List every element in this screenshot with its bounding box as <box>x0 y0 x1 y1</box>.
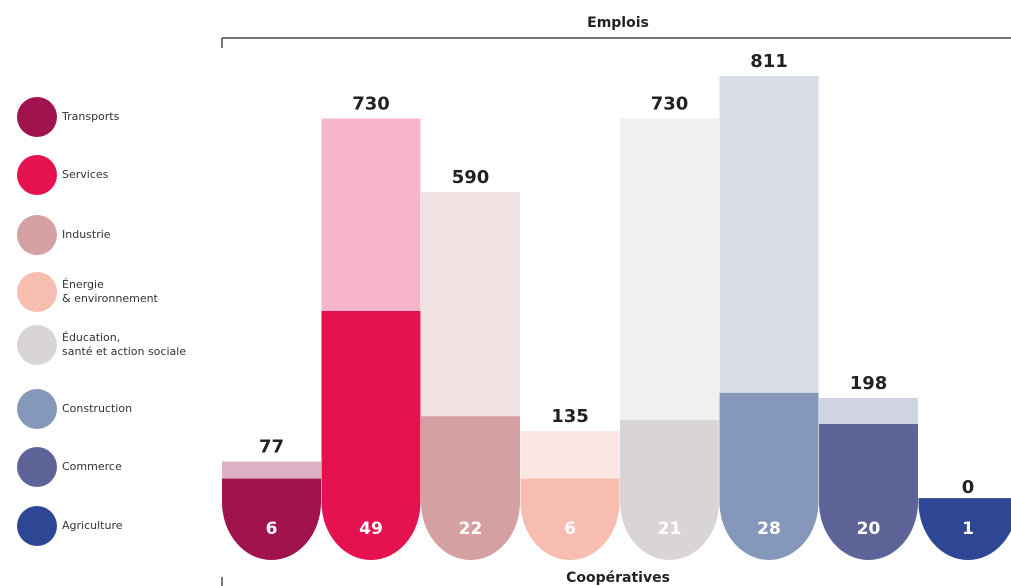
value-label: 0 <box>962 477 975 498</box>
value-label: 49 <box>359 519 383 539</box>
legend-swatch <box>17 506 57 546</box>
legend-swatch <box>17 155 57 195</box>
half-disc <box>719 502 819 560</box>
value-label: 28 <box>757 519 781 539</box>
value-label: 730 <box>352 94 390 115</box>
value-label: 198 <box>850 373 888 394</box>
legend-swatch <box>17 447 57 487</box>
value-label: 135 <box>551 406 589 427</box>
value-label: 1 <box>962 519 974 539</box>
bar-cooperatives <box>819 424 918 502</box>
half-disc <box>520 502 620 560</box>
series-title: Coopératives <box>566 570 670 586</box>
bar-cooperatives <box>321 311 421 502</box>
value-label: 20 <box>857 519 881 539</box>
legend-label: Transports <box>62 110 120 123</box>
value-label: 6 <box>564 519 576 539</box>
bar-cooperatives <box>421 416 520 502</box>
legend-swatch <box>17 97 57 137</box>
legend-swatch <box>17 272 57 312</box>
legend-label: Éducation, santé et action sociale <box>62 331 187 358</box>
bar-cooperatives <box>719 392 819 502</box>
value-label: 590 <box>452 167 490 188</box>
bar-cooperatives <box>520 478 620 502</box>
bar-cooperatives <box>918 498 1011 502</box>
legend-label: Construction <box>62 402 133 415</box>
bar-cooperatives <box>620 420 719 502</box>
value-label: 811 <box>750 51 788 72</box>
half-disc <box>222 502 321 560</box>
legend-label: Commerce <box>62 460 122 473</box>
legend-swatch <box>17 389 57 429</box>
half-disc <box>918 502 1011 560</box>
legend-swatch <box>17 215 57 255</box>
half-disc <box>321 502 421 560</box>
value-label: 21 <box>658 519 682 539</box>
half-disc <box>421 502 520 560</box>
legend-swatch <box>17 325 57 365</box>
half-disc <box>819 502 918 560</box>
value-label: 6 <box>266 519 278 539</box>
value-label: 77 <box>259 437 284 458</box>
bar-cooperatives <box>222 478 321 502</box>
half-disc <box>620 502 719 560</box>
legend-label: Agriculture <box>62 519 123 532</box>
value-label: 730 <box>651 94 689 115</box>
series-title: Emplois <box>587 15 649 31</box>
value-label: 22 <box>459 519 483 539</box>
legend-label: Services <box>62 168 109 181</box>
legend-label: Industrie <box>62 228 111 241</box>
legend-label: Énergie & environnement <box>62 278 158 305</box>
